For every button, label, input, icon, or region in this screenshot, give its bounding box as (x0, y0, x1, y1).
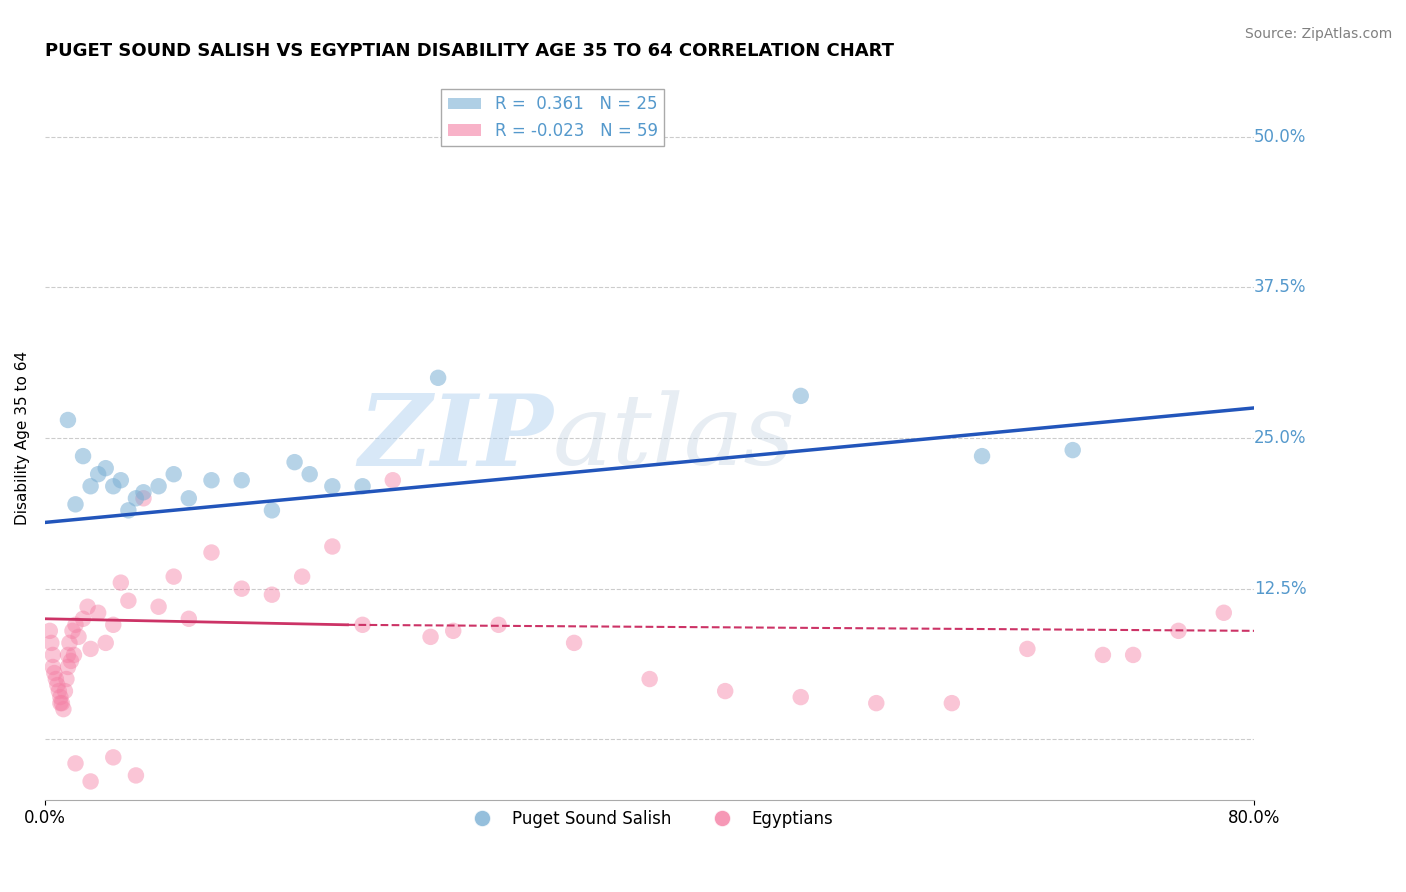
Point (45, 672, 67, 686)
Point (67, 630, 90, 644)
Point (46, 678, 69, 692)
Point (284, 455, 307, 469)
Point (321, 479, 343, 493)
Point (1091, 648, 1114, 662)
Point (55, 672, 77, 686)
Point (58, 636, 80, 650)
Point (714, 684, 737, 698)
Point (163, 467, 186, 482)
Point (381, 473, 404, 487)
Text: 37.5%: 37.5% (1254, 278, 1306, 296)
Point (56, 648, 79, 662)
Point (260, 588, 283, 602)
Point (103, 750, 125, 764)
Point (62, 624, 84, 638)
Point (200, 545, 222, 559)
Point (87, 467, 110, 482)
Point (638, 672, 661, 686)
Point (177, 491, 200, 506)
Point (44, 665, 66, 680)
Point (148, 599, 170, 614)
Point (132, 485, 155, 500)
Point (56, 660, 79, 674)
Point (1212, 606, 1234, 620)
Legend: Puget Sound Salish, Egyptians: Puget Sound Salish, Egyptians (460, 803, 841, 835)
Point (63, 648, 86, 662)
Text: ZIP: ZIP (359, 390, 553, 486)
Point (352, 479, 374, 493)
Point (72, 449, 94, 463)
Point (51, 696, 73, 710)
Point (48, 684, 70, 698)
Y-axis label: Disability Age 35 to 64: Disability Age 35 to 64 (15, 351, 30, 525)
Point (865, 696, 887, 710)
Point (79, 774, 101, 789)
Point (87, 606, 110, 620)
Point (125, 768, 148, 782)
Point (117, 593, 139, 607)
Point (941, 696, 963, 710)
Point (1017, 641, 1039, 656)
Point (1062, 443, 1084, 458)
Point (231, 473, 253, 487)
Point (76, 599, 98, 614)
Point (41, 636, 63, 650)
Point (321, 540, 343, 554)
Point (1167, 624, 1189, 638)
Point (291, 569, 314, 583)
Point (352, 617, 374, 632)
Point (298, 467, 321, 482)
Point (231, 582, 253, 596)
Point (1122, 648, 1144, 662)
Point (110, 473, 132, 487)
Point (419, 630, 441, 644)
Text: PUGET SOUND SALISH VS EGYPTIAN DISABILITY AGE 35 TO 64 CORRELATION CHART: PUGET SOUND SALISH VS EGYPTIAN DISABILIT… (45, 42, 894, 60)
Point (38, 624, 60, 638)
Text: 12.5%: 12.5% (1254, 580, 1306, 598)
Point (52, 702, 75, 716)
Point (488, 617, 510, 632)
Point (42, 648, 65, 662)
Point (790, 389, 813, 403)
Point (125, 491, 148, 506)
Point (970, 449, 993, 463)
Point (427, 371, 450, 385)
Point (72, 612, 94, 626)
Point (103, 479, 125, 493)
Point (94, 461, 117, 475)
Point (59, 654, 82, 668)
Point (79, 479, 101, 493)
Point (103, 617, 125, 632)
Point (65, 756, 87, 771)
Point (132, 491, 155, 506)
Point (562, 636, 585, 650)
Text: Source: ZipAtlas.com: Source: ZipAtlas.com (1244, 27, 1392, 41)
Text: atlas: atlas (553, 391, 796, 486)
Point (56, 413, 79, 427)
Point (177, 612, 200, 626)
Point (42, 660, 65, 674)
Point (110, 575, 132, 590)
Point (49, 696, 72, 710)
Point (117, 503, 139, 517)
Point (260, 503, 283, 517)
Point (53, 684, 76, 698)
Point (65, 497, 87, 511)
Point (148, 479, 170, 493)
Point (200, 473, 222, 487)
Point (441, 624, 464, 638)
Point (163, 569, 186, 583)
Text: 50.0%: 50.0% (1254, 128, 1306, 145)
Point (94, 636, 117, 650)
Point (79, 641, 101, 656)
Point (65, 617, 87, 632)
Text: 25.0%: 25.0% (1254, 429, 1306, 447)
Point (49, 690, 72, 705)
Point (790, 690, 813, 705)
